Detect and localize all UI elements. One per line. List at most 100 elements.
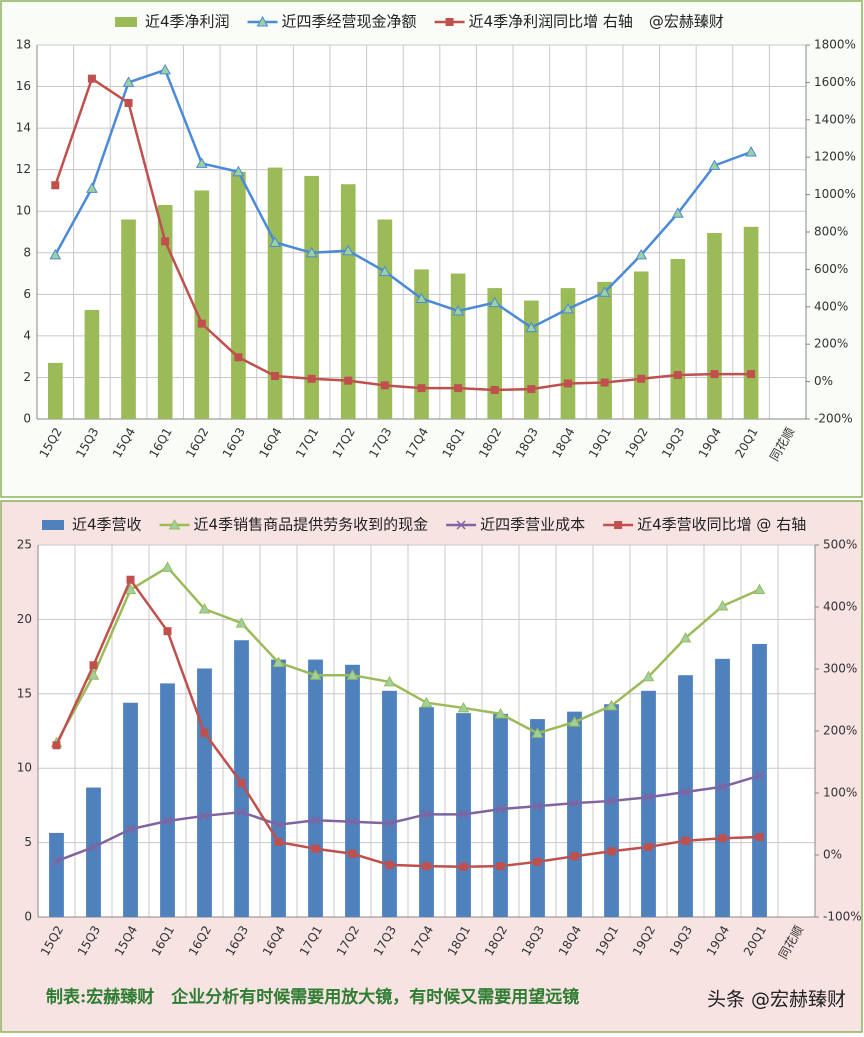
bar: [419, 707, 434, 917]
bar: [450, 273, 466, 419]
point: [445, 18, 454, 26]
legend-label: 近四季营业成本: [480, 516, 585, 534]
y2-tick-label: 1800%: [814, 38, 856, 52]
point: [747, 370, 756, 379]
bar: [597, 281, 612, 419]
y2-tick-label: 500%: [823, 538, 857, 552]
annotation: @宏赫臻财: [649, 13, 724, 31]
point: [422, 862, 431, 871]
point: [380, 381, 389, 390]
y-tick-label: 10: [16, 204, 31, 218]
bar: [157, 204, 173, 419]
y-tick-label: 2: [23, 370, 31, 384]
point: [644, 842, 653, 851]
point: [256, 15, 269, 27]
point: [679, 631, 692, 643]
legend-label: 近4季营收同比增 @ 右轴: [637, 516, 806, 534]
legend-swatch: [115, 17, 137, 27]
point: [718, 834, 727, 843]
point: [680, 787, 691, 797]
bar: [567, 711, 582, 917]
point: [87, 74, 96, 83]
point: [346, 669, 359, 680]
bar: [678, 675, 693, 917]
point: [384, 818, 395, 828]
point: [49, 248, 62, 260]
point: [237, 779, 246, 788]
point: [52, 741, 61, 750]
point: [717, 782, 728, 792]
y2-tick-label: 800%: [814, 225, 848, 239]
bar: [304, 175, 319, 419]
bar: [234, 640, 249, 917]
point: [198, 602, 211, 614]
point: [379, 265, 391, 276]
point: [311, 844, 320, 853]
legend-label: 近四季经营现金净额: [282, 13, 417, 31]
bar: [530, 719, 545, 917]
point: [89, 661, 98, 670]
point: [273, 820, 284, 830]
point: [307, 374, 316, 383]
point: [199, 811, 210, 821]
point: [708, 159, 721, 171]
y2-tick-label: 1400%: [814, 112, 856, 126]
bar: [197, 668, 212, 917]
legend-label: 近4季销售商品提供劳务收到的现金: [194, 516, 429, 534]
point: [568, 716, 581, 727]
y-tick-label: 8: [23, 245, 31, 259]
point: [569, 798, 580, 808]
bar: [231, 171, 246, 419]
watermark: 头条 @宏赫臻财: [707, 989, 846, 1011]
bar: [641, 690, 656, 917]
bar: [707, 233, 722, 419]
point: [122, 76, 135, 87]
point: [159, 63, 172, 75]
point: [671, 207, 684, 218]
y2-tick-label: 1200%: [814, 150, 856, 164]
point: [716, 599, 729, 611]
point: [673, 371, 682, 380]
bar: [345, 664, 360, 917]
point: [563, 379, 572, 388]
point: [605, 699, 618, 711]
bar: [670, 259, 686, 419]
point: [269, 236, 281, 247]
point: [637, 374, 646, 383]
y-tick-label: 10: [17, 761, 32, 775]
bar: [752, 643, 767, 917]
legend-label: 近4季净利润: [145, 13, 230, 31]
point: [495, 804, 506, 814]
point: [310, 815, 321, 825]
point: [635, 248, 648, 260]
point: [598, 286, 611, 297]
point: [606, 796, 617, 806]
point: [642, 670, 655, 682]
point: [272, 656, 285, 668]
point: [488, 296, 501, 308]
y-tick-label: 16: [16, 79, 31, 93]
y2-tick-label: 300%: [823, 662, 857, 676]
point: [232, 165, 245, 177]
point: [454, 384, 463, 393]
bar: [49, 832, 64, 917]
point: [643, 792, 654, 802]
point: [415, 292, 428, 303]
y-tick-label: 18: [16, 38, 31, 52]
bar: [84, 309, 100, 419]
point: [494, 707, 507, 719]
line: [54, 76, 752, 392]
point: [710, 370, 719, 379]
point: [531, 727, 544, 738]
legend-label: 近4季净利润同比增 右轴: [469, 13, 633, 31]
y2-tick-label: 100%: [823, 786, 857, 800]
y-tick-label: 0: [23, 412, 31, 426]
y-tick-label: 12: [16, 162, 31, 176]
point: [452, 304, 464, 316]
point: [235, 617, 248, 628]
point: [383, 675, 396, 687]
point: [614, 521, 623, 529]
point: [457, 701, 470, 713]
y2-tick-label: 1600%: [814, 75, 856, 89]
